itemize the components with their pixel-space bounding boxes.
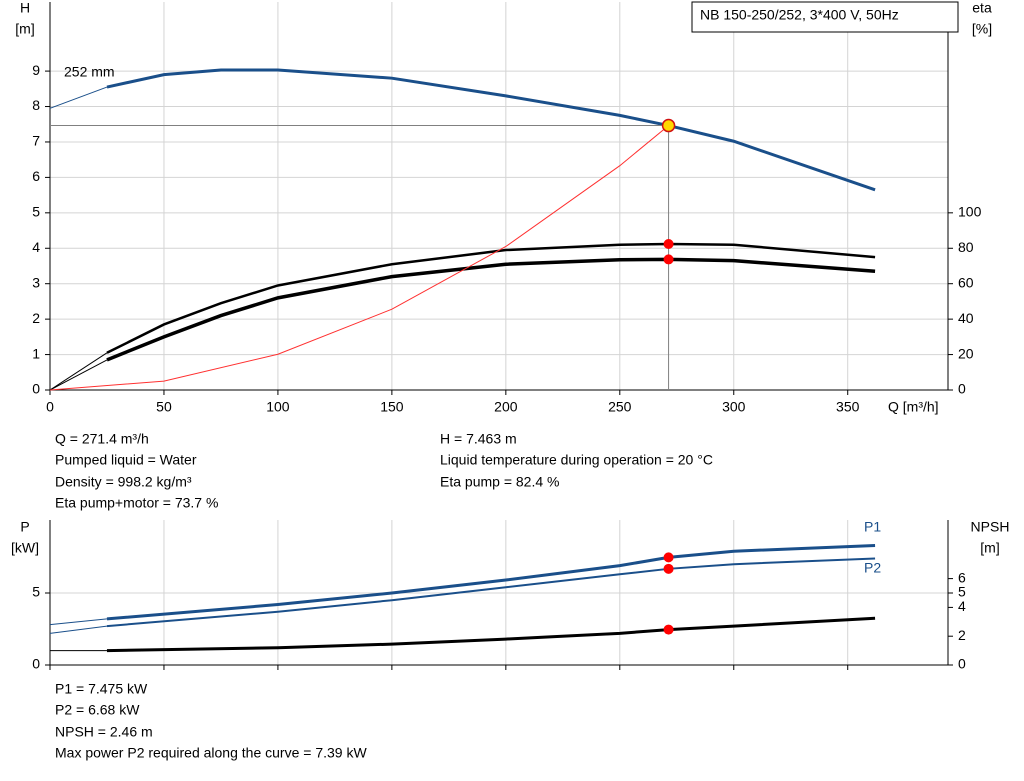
y2-axis-unit: [m]	[980, 540, 999, 556]
y-tick-label: 3	[32, 274, 40, 290]
chart-title: NB 150-250/252, 3*400 V, 50Hz	[700, 7, 899, 23]
readout: NPSH = 2.46 m	[55, 724, 153, 740]
y2-axis-label: NPSH	[971, 519, 1010, 535]
x-tick-label: 300	[722, 399, 746, 415]
y2-tick-label: 2	[958, 627, 966, 643]
y-axis-label: P	[20, 519, 29, 535]
readout: H = 7.463 m	[440, 431, 517, 447]
series-label: P1	[864, 519, 881, 535]
x-tick-label: 250	[608, 399, 632, 415]
curve	[49, 618, 108, 626]
y2-tick-label: 60	[958, 274, 974, 290]
curve	[106, 543, 876, 621]
y-tick-label: 5	[32, 584, 40, 600]
readout: P2 = 6.68 kW	[55, 702, 140, 718]
y2-tick-label: 0	[958, 656, 966, 672]
readout: Max power P2 required along the curve = …	[55, 745, 367, 761]
curve	[106, 68, 876, 192]
y-tick-label: 1	[32, 345, 40, 361]
y2-axis-unit: [%]	[972, 21, 992, 37]
y-tick-label: 9	[32, 62, 40, 78]
y-tick-label: 2	[32, 310, 40, 326]
title-box	[691, 1, 959, 33]
y2-tick-label: 5	[958, 584, 966, 600]
y-tick-label: 0	[32, 381, 40, 397]
readout: Eta pump+motor = 73.7 %	[55, 495, 218, 511]
y2-tick-label: 0	[958, 381, 966, 397]
x-tick-label: 0	[46, 399, 54, 415]
y2-axis-label: eta	[972, 0, 992, 16]
readout: Eta pump = 82.4 %	[440, 474, 559, 490]
curve	[106, 616, 876, 653]
y2-tick-label: 80	[958, 239, 974, 255]
y-axis-unit: [kW]	[11, 540, 39, 556]
y2-tick-label: 20	[958, 345, 974, 361]
x-axis-label: Q [m³/h]	[888, 399, 939, 415]
curve	[106, 242, 876, 354]
curve-label: 252 mm	[64, 64, 115, 80]
series-label: P2	[864, 560, 881, 576]
y-tick-label: 0	[32, 656, 40, 672]
y-tick-label: 7	[32, 133, 40, 149]
x-tick-label: 200	[494, 399, 518, 415]
main-layer: 0 50 100 150 200 250 300 3500123456789020406080…	[32, 2, 982, 672]
y-tick-label: 4	[32, 239, 40, 255]
curve	[49, 359, 108, 391]
duty-point	[661, 118, 676, 133]
curve	[49, 86, 108, 109]
duty-point	[663, 239, 674, 250]
y-tick-label: 5	[32, 204, 40, 220]
curve	[106, 257, 876, 362]
y2-tick-label: 40	[958, 310, 974, 326]
curve	[49, 352, 108, 391]
grid-layer	[49, 2, 948, 666]
x-tick-label: 150	[380, 399, 404, 415]
y2-tick-label: 6	[958, 569, 966, 585]
x-tick-label: 100	[266, 399, 290, 415]
y-axis-label: H	[20, 0, 30, 16]
readout: Density = 998.2 kg/m³	[55, 474, 192, 490]
readout: Pumped liquid = Water	[55, 452, 197, 468]
readout: P1 = 7.475 kW	[55, 681, 148, 697]
y2-tick-label: 4	[958, 598, 966, 614]
y-tick-label: 8	[32, 97, 40, 113]
duty-point	[663, 563, 674, 574]
curve	[49, 125, 669, 391]
readout: Liquid temperature during operation = 20…	[440, 452, 713, 468]
duty-point	[663, 254, 674, 265]
y-tick-label: 6	[32, 168, 40, 184]
duty-point	[663, 552, 674, 563]
x-tick-label: 50	[156, 399, 172, 415]
curve	[49, 625, 108, 634]
curve	[106, 557, 876, 628]
readout: Q = 271.4 m³/h	[55, 431, 149, 447]
y2-tick-label: 100	[958, 204, 982, 220]
y-axis-unit: [m]	[15, 21, 34, 37]
x-tick-label: 350	[836, 399, 860, 415]
duty-point	[663, 624, 674, 635]
